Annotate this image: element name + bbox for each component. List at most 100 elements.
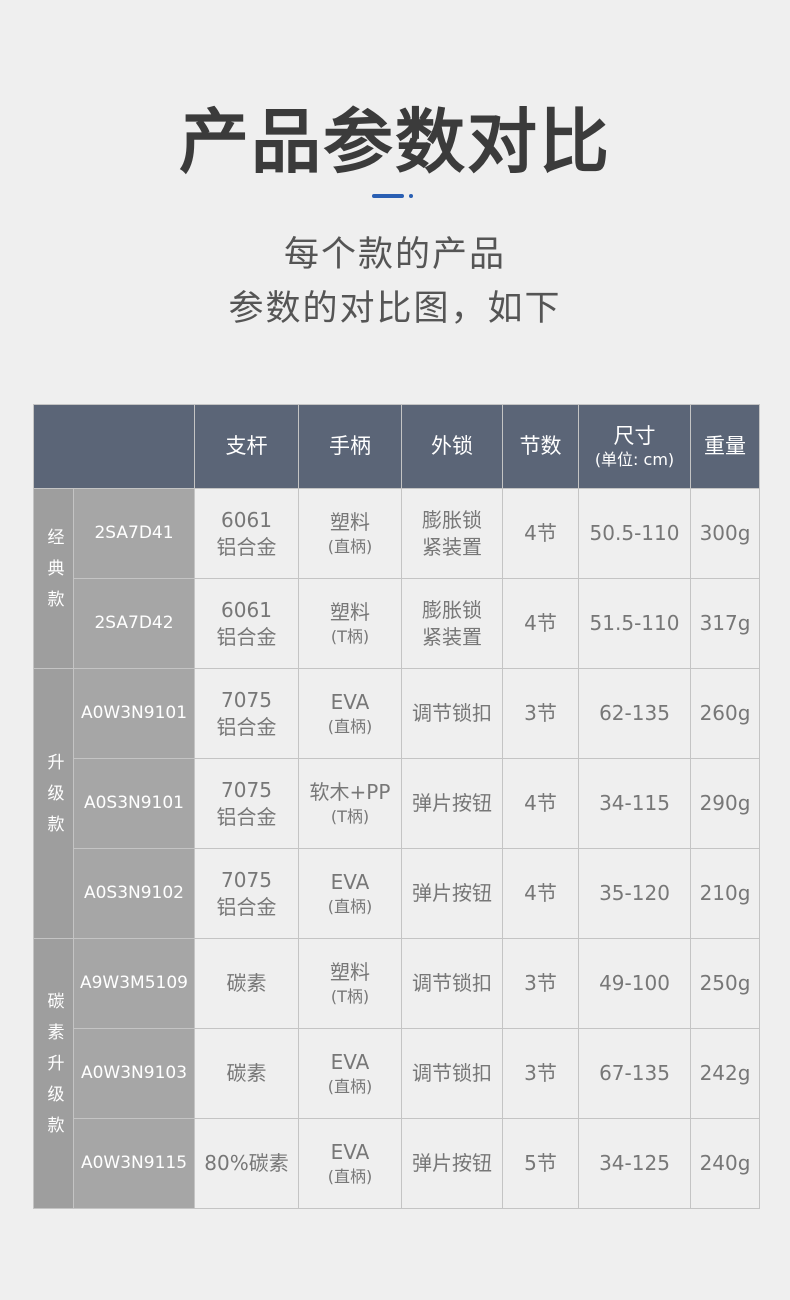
- lock-cell: 调节锁扣: [401, 1028, 503, 1119]
- model-cell: A0S3N9101: [73, 758, 195, 849]
- handle-cell-line: (T柄): [330, 987, 370, 1006]
- handle-cell-line: (直柄): [327, 1167, 373, 1186]
- pole-cell-line: 碳素: [226, 1061, 267, 1085]
- pole-cell: 7075 铝合金: [194, 668, 299, 759]
- comparison-table: 支杆 手柄 外锁 节数 尺寸 (单位: cm) 重量 经典款 2SA7D41 6061…: [33, 404, 760, 1209]
- model-cell: A0W3N9115: [73, 1118, 195, 1209]
- model-cell: A0W3N9101: [73, 668, 195, 759]
- sections-cell: 3节: [502, 668, 579, 759]
- lock-cell-line: 弹片按钮: [412, 791, 492, 815]
- weight-cell: 240g: [690, 1118, 760, 1209]
- header-handle: 手柄: [298, 404, 402, 489]
- sections-cell: 4节: [502, 848, 579, 939]
- header-blank: [33, 404, 195, 489]
- pole-cell: 6061 铝合金: [194, 488, 299, 579]
- table-row: 升级款 A0W3N9101 7075 铝合金 EVA (直柄) 调节锁扣 3节 62-135 26…: [33, 668, 760, 939]
- handle-cell: 软木+PP (T柄): [298, 758, 402, 849]
- size-cell: 51.5-110: [578, 578, 691, 669]
- pole-cell-line: 80%碳素: [204, 1151, 289, 1175]
- handle-cell: 塑料 (直柄): [298, 488, 402, 579]
- handle-cell-line: (直柄): [327, 537, 373, 556]
- pole-cell-line: 铝合金: [216, 534, 277, 559]
- pole-cell-line: 铝合金: [216, 894, 277, 919]
- subtitle-line-1: 每个款的产品: [283, 235, 506, 275]
- lock-cell: 弹片按钮: [401, 758, 503, 849]
- pole-cell-line: 6061: [221, 507, 272, 532]
- weight-cell: 317g: [690, 578, 760, 669]
- header-size-label: 尺寸: [613, 424, 656, 448]
- pole-cell: 碳素: [194, 1028, 299, 1119]
- header-size-unit: (单位: cm): [594, 450, 675, 469]
- sections-cell: 3节: [502, 1028, 579, 1119]
- pole-cell-line: 7075: [221, 777, 272, 802]
- sections-cell: 4节: [502, 758, 579, 849]
- group-label: 经典款: [43, 527, 64, 621]
- lock-cell: 膨胀锁 紧装置: [401, 488, 503, 579]
- pole-cell: 7075 铝合金: [194, 848, 299, 939]
- handle-cell-line: EVA: [330, 690, 370, 714]
- handle-cell: EVA (直柄): [298, 1118, 402, 1209]
- lock-cell: 调节锁扣: [401, 938, 503, 1029]
- table-row: 碳素升级款 A9W3M5109 碳素 塑料 (T柄) 调节锁扣 3节 49-100 250g: [33, 938, 760, 1209]
- lock-cell-line: 紧装置: [422, 624, 482, 649]
- group-cell: 经典款: [33, 488, 74, 669]
- handle-cell-line: 塑料: [330, 960, 370, 984]
- weight-cell: 300g: [690, 488, 760, 579]
- header-pole: 支杆: [194, 404, 299, 489]
- sections-cell: 4节: [502, 488, 579, 579]
- pole-cell-line: 铝合金: [216, 714, 277, 739]
- handle-cell: EVA (直柄): [298, 668, 402, 759]
- lock-cell: 弹片按钮: [401, 848, 503, 939]
- size-cell: 67-135: [578, 1028, 691, 1119]
- sections-cell: 5节: [502, 1118, 579, 1209]
- handle-cell-line: EVA: [330, 1140, 370, 1164]
- handle-cell-line: 软木+PP: [309, 780, 391, 804]
- handle-cell-line: (T柄): [330, 807, 370, 826]
- handle-cell-line: 塑料: [330, 600, 370, 624]
- pole-cell-line: 7075: [221, 867, 272, 892]
- handle-cell-line: 塑料: [330, 510, 370, 534]
- header-size: 尺寸 (单位: cm): [578, 404, 691, 489]
- size-cell: 34-115: [578, 758, 691, 849]
- lock-cell-line: 调节锁扣: [412, 1061, 492, 1085]
- handle-cell-line: (T柄): [330, 627, 370, 646]
- weight-cell: 290g: [690, 758, 760, 849]
- lock-cell-line: 膨胀锁: [422, 597, 482, 622]
- table-row: A0W3N9115 80%碳素 EVA (直柄) 弹片按钮 5节 34-125 240g: [34, 1118, 760, 1209]
- subtitle-line-2: 参数的对比图，如下: [228, 289, 562, 329]
- model-cell: A0S3N9102: [73, 848, 195, 939]
- pole-cell-line: 铝合金: [216, 624, 277, 649]
- weight-cell: 210g: [690, 848, 760, 939]
- model-cell: 2SA7D42: [73, 578, 195, 669]
- handle-cell: 塑料 (T柄): [298, 938, 402, 1029]
- table-row: A0S3N9101 7075 铝合金 软木+PP (T柄) 弹片按钮 4节 34-115 290…: [34, 758, 760, 849]
- pole-cell-line: 铝合金: [216, 804, 277, 829]
- header-lock: 外锁: [401, 404, 503, 489]
- size-cell: 50.5-110: [578, 488, 691, 579]
- model-cell: A9W3M5109: [73, 938, 195, 1029]
- table-row: A0S3N9102 7075 铝合金 EVA (直柄) 弹片按钮 4节 35-120 210g: [34, 848, 760, 939]
- lock-cell-line: 紧装置: [422, 534, 482, 559]
- size-cell: 49-100: [578, 938, 691, 1029]
- page-title: 产品参数对比: [179, 101, 611, 183]
- lock-cell-line: 调节锁扣: [412, 701, 492, 725]
- pole-cell: 80%碳素: [194, 1118, 299, 1209]
- weight-cell: 242g: [690, 1028, 760, 1119]
- pole-cell-line: 碳素: [226, 971, 267, 995]
- pole-cell: 碳素: [194, 938, 299, 1029]
- model-cell: A0W3N9103: [73, 1028, 195, 1119]
- lock-cell: 弹片按钮: [401, 1118, 503, 1209]
- sections-cell: 3节: [502, 938, 579, 1029]
- handle-cell-line: (直柄): [327, 717, 373, 736]
- lock-cell-line: 弹片按钮: [412, 1151, 492, 1175]
- header-sections: 节数: [502, 404, 579, 489]
- handle-cell: EVA (直柄): [298, 848, 402, 939]
- group-cell: 升级款: [33, 668, 74, 939]
- pole-cell: 6061 铝合金: [194, 578, 299, 669]
- group-label: 碳素升级款: [43, 991, 64, 1147]
- handle-cell-line: (直柄): [327, 1077, 373, 1096]
- size-cell: 34-125: [578, 1118, 691, 1209]
- title-underline-dot: [409, 194, 413, 198]
- table-row: 2SA7D42 6061 铝合金 塑料 (T柄) 膨胀锁 紧装置 4节 51.5-110 317g: [34, 578, 760, 669]
- lock-cell-line: 弹片按钮: [412, 881, 492, 905]
